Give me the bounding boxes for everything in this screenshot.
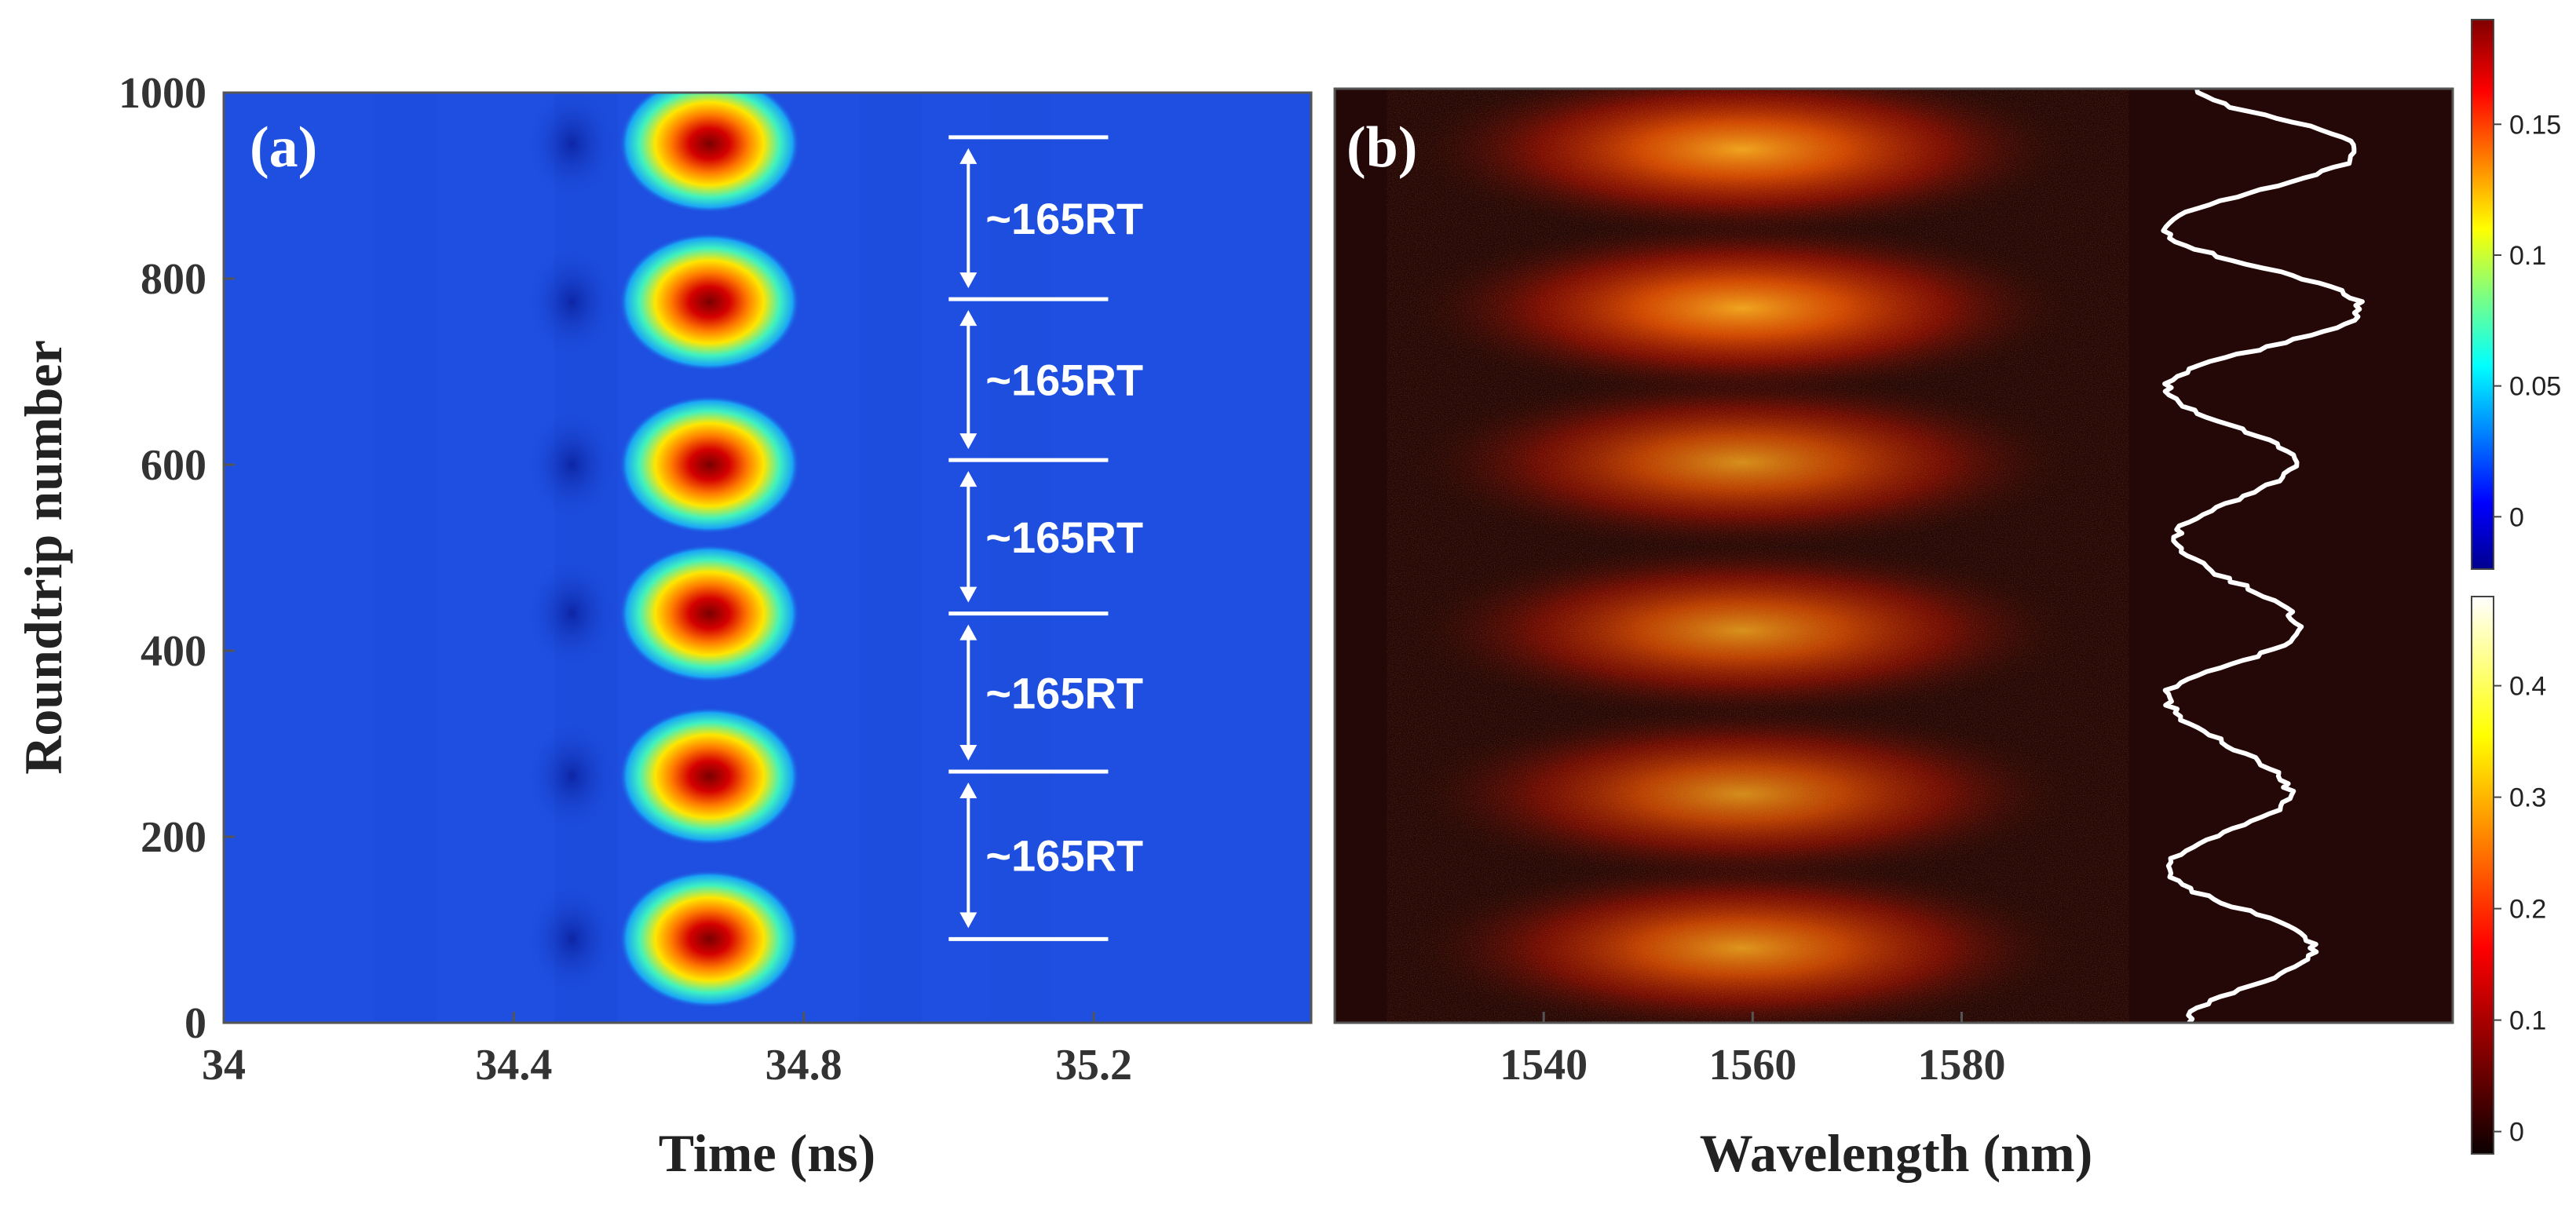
- x-tick-label: 34.8: [765, 1041, 842, 1089]
- spectrum-noise: [1387, 89, 2129, 1023]
- colorbar-tick-label: 0.1: [2509, 241, 2546, 271]
- y-tick-label: 0: [185, 999, 206, 1048]
- colorbar-tick-label: 0.4: [2509, 672, 2546, 702]
- x-tick-label: 35.2: [1055, 1041, 1132, 1089]
- x-axis-title-a: Time (ns): [659, 1123, 875, 1183]
- period-arrow: [959, 624, 977, 761]
- y-tick-label: 600: [141, 441, 206, 490]
- colorbar-tick-label: 0: [2509, 1118, 2524, 1148]
- period-label: ~165RT: [985, 194, 1143, 243]
- pulse-blob: [619, 396, 800, 534]
- colorbar-tick-label: 0: [2509, 502, 2524, 532]
- x-axis-title-b: Wavelength (nm): [1700, 1123, 2093, 1183]
- pulse-shadow: [524, 243, 619, 361]
- pulse-shadow: [524, 880, 619, 998]
- y-tick-label: 200: [141, 813, 206, 862]
- period-arrow: [959, 148, 977, 289]
- panel-a-label: (a): [250, 115, 317, 180]
- colorbar-tick-label: 0.15: [2509, 110, 2561, 140]
- colorbar-top-scale: [2471, 19, 2494, 570]
- background-stripe: [373, 93, 437, 1023]
- period-label: ~165RT: [985, 513, 1143, 562]
- background-stripe: [989, 93, 1053, 1023]
- panel-a-background: [224, 93, 1311, 1023]
- colorbar-tick-label: 0.3: [2509, 783, 2546, 813]
- y-tick-label: 800: [141, 255, 206, 304]
- pulse-shadow: [524, 93, 619, 203]
- panel-a: ~165RT ~165RT ~165RT ~165RT ~165RT (a) 0 200 4…: [13, 69, 1313, 1183]
- panel-b: (b) 1540 1560 1580 Wavelength (nm): [1333, 87, 2454, 1183]
- period-arrow: [959, 471, 977, 603]
- period-arrow: [959, 783, 977, 929]
- period-label: ~165RT: [985, 831, 1143, 881]
- colorbar-top: 0.15 0.1 0.05 0: [2471, 19, 2561, 570]
- pulse-blob: [619, 93, 800, 214]
- pulse-blob: [619, 870, 800, 1009]
- x-tick-label: 1560: [1708, 1041, 1796, 1089]
- pulse-shadow: [524, 406, 619, 524]
- y-axis-title: Roundtrip number: [13, 340, 73, 775]
- x-tick-label: 34.4: [475, 1041, 552, 1089]
- background-stripe: [859, 93, 923, 1023]
- panel-a-frame: [222, 91, 1313, 1024]
- x-tick-label: 1580: [1918, 1041, 2006, 1089]
- period-arrow: [959, 310, 977, 450]
- x-tick-label: 1540: [1500, 1041, 1588, 1089]
- period-label: ~165RT: [985, 356, 1143, 405]
- colorbar-tick-label: 0.05: [2509, 372, 2561, 402]
- pulse-shadow: [524, 554, 619, 673]
- pulse-blob: [619, 706, 800, 845]
- energy-trace: [2161, 89, 2365, 1023]
- colorbar-tick-label: 0.1: [2509, 1006, 2546, 1036]
- colorbar-bottom: 0.4 0.3 0.2 0.1 0: [2471, 596, 2546, 1155]
- panel-b-frame: [1333, 87, 2454, 1024]
- colorbar-tick-label: 0.2: [2509, 895, 2546, 925]
- pulse-shadow: [524, 717, 619, 835]
- y-tick-label: 1000: [119, 69, 206, 118]
- pulse-blob: [619, 232, 800, 371]
- pulse-blob: [619, 544, 800, 683]
- panel-b-label: (b): [1346, 115, 1417, 180]
- period-label: ~165RT: [985, 668, 1143, 717]
- colorbar-bottom-scale: [2471, 596, 2494, 1155]
- y-tick-label: 400: [141, 627, 206, 676]
- x-tick-label: 34: [202, 1041, 246, 1089]
